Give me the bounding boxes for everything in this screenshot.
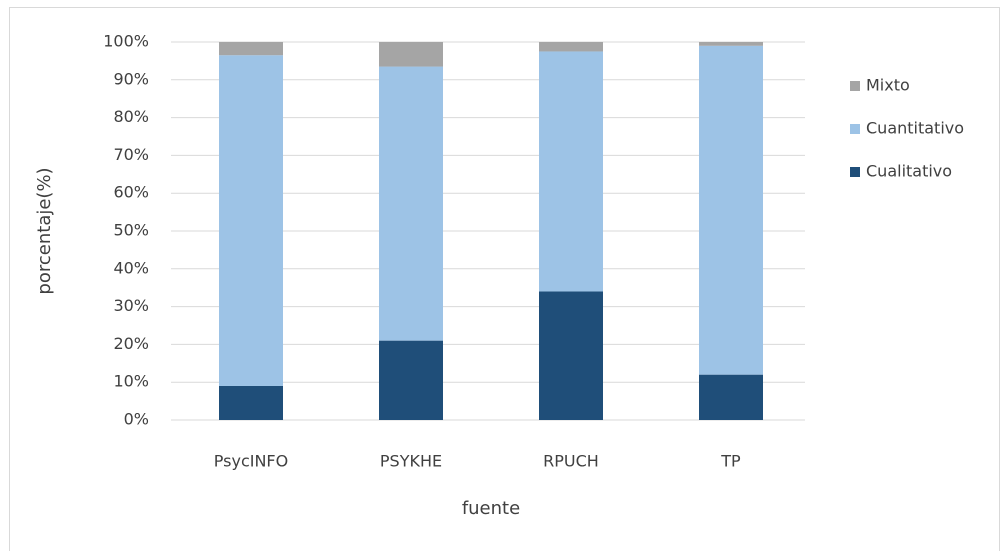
x-tick-label: PSYKHE	[380, 452, 442, 471]
x-axis-label: fuente	[462, 498, 520, 519]
legend-label: Cualitativo	[866, 162, 952, 181]
y-axis-label: porcentaje(%)	[34, 167, 55, 294]
legend-swatch	[850, 167, 860, 177]
bar-segment	[379, 66, 443, 341]
bar-segment	[219, 385, 283, 420]
bar-segment	[699, 45, 763, 375]
legend-swatch	[850, 81, 860, 91]
bar-segment	[539, 51, 603, 292]
bar-segment	[379, 42, 443, 67]
bar-segment	[699, 42, 763, 46]
bar-segment	[539, 291, 603, 420]
x-tick-label: PsycINFO	[214, 452, 288, 471]
y-tick-label: 80%	[113, 107, 149, 126]
y-tick-label: 10%	[113, 372, 149, 391]
y-tick-label: 20%	[113, 334, 149, 353]
bar-segment	[379, 340, 443, 420]
y-tick-label: 30%	[113, 296, 149, 315]
y-tick-label: 70%	[113, 145, 149, 164]
x-tick-label: TP	[720, 452, 741, 471]
bar-segment	[539, 42, 603, 52]
legend-label: Cuantitativo	[866, 119, 964, 138]
x-tick-label: RPUCH	[543, 452, 599, 471]
y-tick-label: 100%	[103, 32, 149, 51]
chart-border	[9, 7, 1000, 551]
legend-label: Mixto	[866, 76, 910, 95]
bar-segment	[219, 42, 283, 56]
bar-segment	[219, 55, 283, 386]
bar-segment	[699, 374, 763, 420]
y-tick-label: 60%	[113, 183, 149, 202]
y-tick-label: 0%	[124, 410, 149, 429]
y-tick-label: 50%	[113, 221, 149, 240]
y-tick-label: 90%	[113, 69, 149, 88]
legend-swatch	[850, 124, 860, 134]
y-tick-label: 40%	[113, 258, 149, 277]
